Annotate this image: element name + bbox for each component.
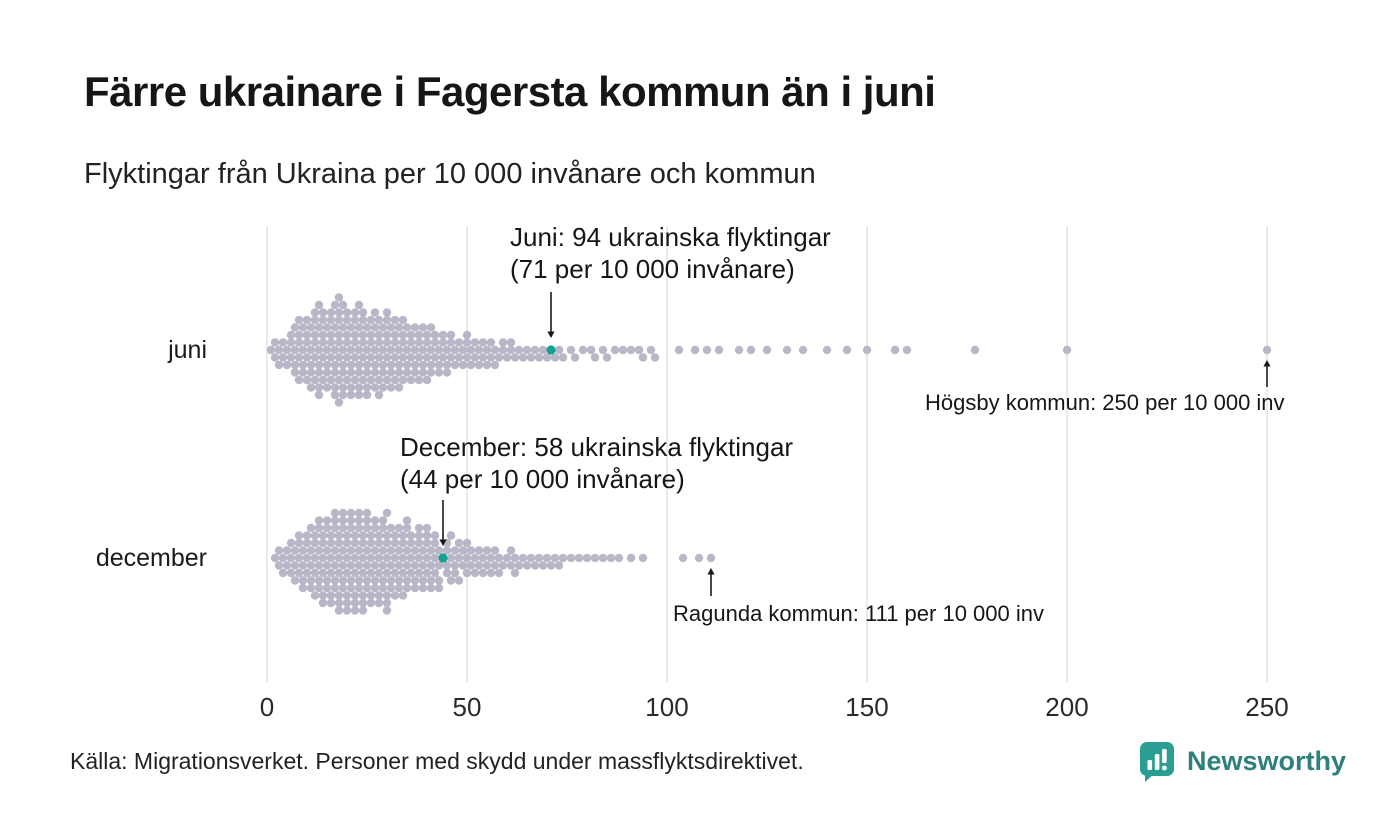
annotation-line: Ragunda kommun: 111 per 10 000 inv — [673, 601, 1044, 626]
x-tick-label: 0 — [260, 692, 274, 722]
gridlines — [266, 226, 1268, 682]
arrowhead-juni-highlight — [547, 331, 555, 338]
chart-title: Färre ukrainare i Fagersta kommun än i j… — [84, 68, 936, 115]
swarm-row-juni — [266, 293, 1272, 407]
source-note: Källa: Migrationsverket. Personer med sk… — [70, 748, 804, 774]
annotation-line: (71 per 10 000 invånare) — [510, 254, 795, 284]
arrowhead-december-max — [707, 568, 715, 575]
highlight-dot-december — [438, 553, 448, 563]
x-axis-labels: 0 50 100 150 200 250 — [260, 692, 1289, 722]
annotation-line: December: 58 ukrainska flyktingar — [400, 432, 794, 462]
annotation-december-highlight: December: 58 ukrainska flyktingar (44 pe… — [400, 431, 793, 495]
bar-chart-logo-icon — [1140, 742, 1174, 782]
chart-subtitle: Flyktingar från Ukraina per 10 000 invån… — [84, 158, 816, 190]
annotation-juni-max: Högsby kommun: 250 per 10 000 inv — [925, 390, 1285, 416]
x-tick-label: 200 — [1045, 692, 1088, 722]
annotation-line: Juni: 94 ukrainska flyktingar — [510, 222, 831, 252]
annotation-juni-highlight: Juni: 94 ukrainska flyktingar (71 per 10… — [510, 221, 831, 285]
newsworthy-logo: Newsworthy — [1138, 740, 1346, 782]
arrowhead-juni-max — [1263, 360, 1271, 367]
logo-text: Newsworthy — [1187, 745, 1347, 776]
arrowhead-december-highlight — [439, 539, 447, 546]
annotation-arrows — [439, 292, 1271, 596]
x-tick-label: 150 — [845, 692, 888, 722]
annotation-line: (44 per 10 000 invånare) — [400, 464, 685, 494]
highlight-dot-juni — [546, 345, 556, 355]
row-label-juni: juni — [168, 336, 207, 364]
swarm-row-december — [270, 508, 716, 615]
annotation-line: Högsby kommun: 250 per 10 000 inv — [925, 390, 1285, 415]
x-tick-label: 250 — [1245, 692, 1288, 722]
x-tick-label: 50 — [453, 692, 482, 722]
row-label-december: december — [95, 544, 207, 572]
annotation-december-max: Ragunda kommun: 111 per 10 000 inv — [673, 601, 1044, 627]
x-tick-label: 100 — [645, 692, 688, 722]
